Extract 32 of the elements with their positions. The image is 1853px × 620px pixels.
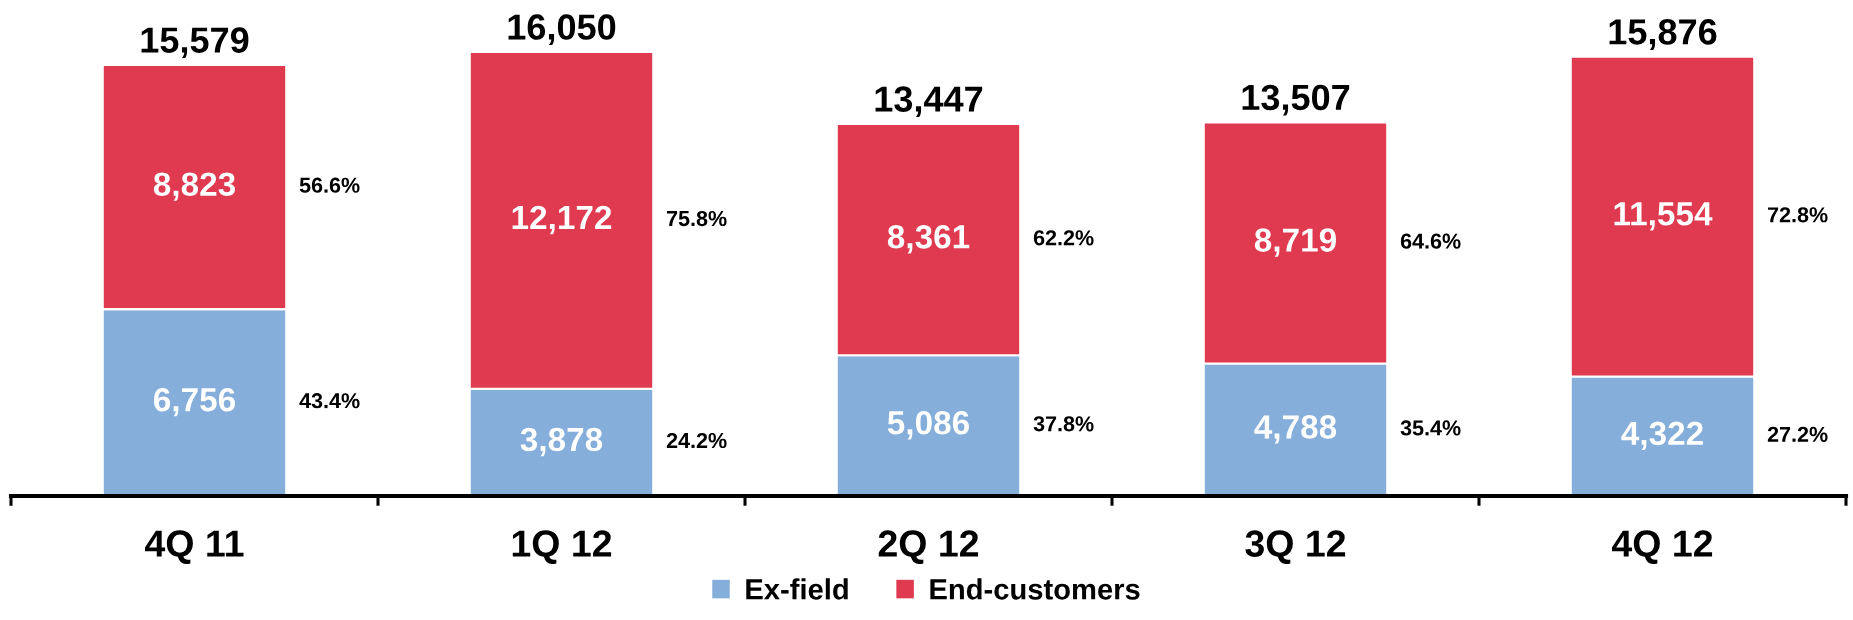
annotation: 43.4%: [299, 393, 360, 409]
annotation: 75.8%: [667, 210, 727, 227]
annotation: 72.8%: [1768, 207, 1828, 223]
annotation: 35.4%: [1400, 420, 1461, 436]
data-label: 4,788: [1254, 415, 1337, 444]
x-tick-label: 1Q 12: [512, 530, 612, 564]
annotation: 24.2%: [666, 432, 727, 449]
data-label: 12,172: [512, 205, 612, 235]
x-tick-label: 2Q 12: [878, 530, 979, 564]
total-label: 15,579: [141, 27, 249, 59]
total-label: 13,507: [1242, 84, 1350, 116]
data-label: 11,554: [1614, 202, 1713, 231]
annotation: 56.6%: [299, 177, 360, 193]
total-label: 15,876: [1609, 19, 1717, 50]
data-label: 6,756: [154, 387, 236, 417]
annotation: 27.2%: [1767, 426, 1828, 442]
legend-label: End-customers: [930, 578, 1140, 600]
x-tick-label: 3Q 12: [1245, 530, 1346, 564]
data-label: 3,878: [520, 427, 603, 457]
data-label: 8,719: [1254, 228, 1336, 257]
data-label: 8,823: [153, 172, 236, 201]
data-label: 8,361: [887, 225, 970, 254]
legend-label: Ex-field: [746, 578, 848, 600]
annotation: 62.2%: [1033, 230, 1094, 246]
annotation: 37.8%: [1033, 416, 1094, 432]
x-tick-label: 4Q 12: [1612, 530, 1713, 564]
annotation: 64.6%: [1400, 233, 1461, 249]
x-tick-label: 4Q 11: [145, 530, 244, 564]
data-label: 5,086: [887, 411, 970, 440]
data-label: 4,322: [1621, 421, 1703, 450]
total-label: 16,050: [508, 14, 616, 46]
total-label: 13,447: [875, 86, 983, 118]
